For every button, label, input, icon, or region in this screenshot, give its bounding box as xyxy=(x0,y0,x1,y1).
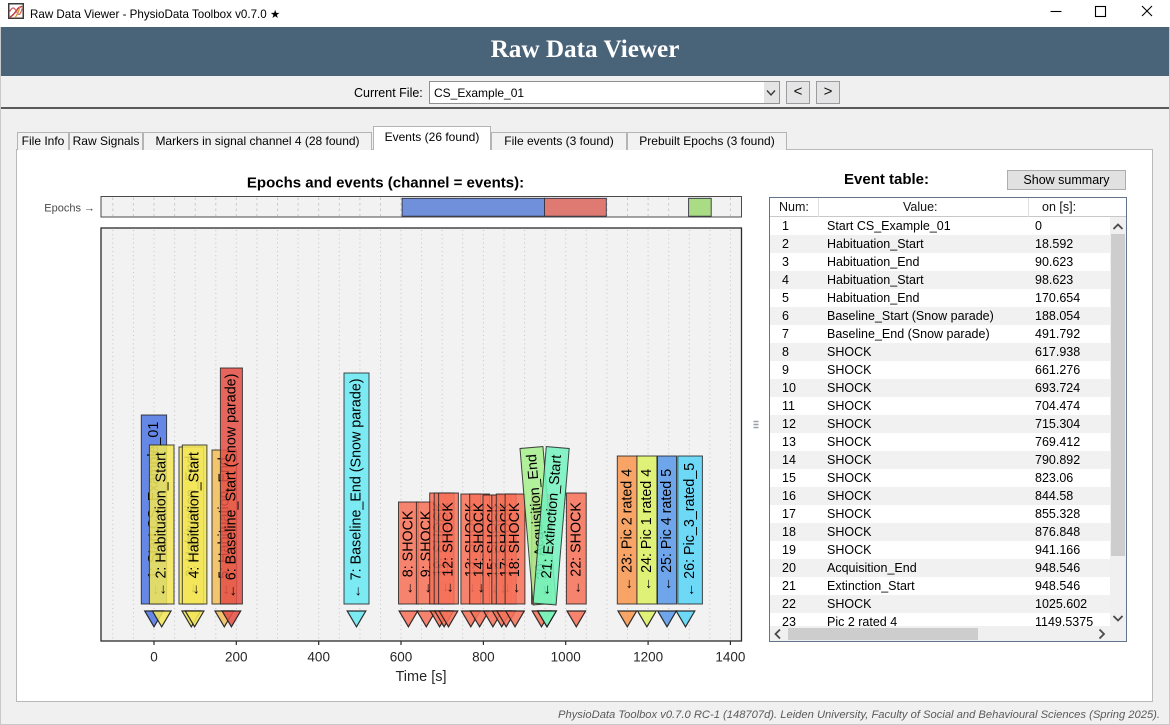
svg-text:600: 600 xyxy=(390,650,413,665)
svg-text:Epochs →: Epochs → xyxy=(44,203,95,215)
svg-text:← 2: Habituation_Start: ← 2: Habituation_Start xyxy=(154,452,170,597)
svg-text:1200: 1200 xyxy=(633,650,663,665)
svg-text:← 25: Pic 4 rated 5: ← 25: Pic 4 rated 5 xyxy=(659,469,675,591)
svg-text:← 18: SHOCK: ← 18: SHOCK xyxy=(507,502,523,595)
svg-text:← 22: SHOCK: ← 22: SHOCK xyxy=(568,502,584,595)
svg-text:← 4: Habituation_Start: ← 4: Habituation_Start xyxy=(187,452,203,597)
svg-text:← 24: Pic 1 rated 4: ← 24: Pic 1 rated 4 xyxy=(639,469,655,591)
svg-text:200: 200 xyxy=(225,650,248,665)
svg-text:← 26: Pic_3_rated_5: ← 26: Pic_3_rated_5 xyxy=(682,463,698,597)
svg-text:1400: 1400 xyxy=(715,650,745,665)
svg-text:← 8: SHOCK: ← 8: SHOCK xyxy=(400,510,416,595)
svg-text:0: 0 xyxy=(150,650,158,665)
svg-text:← 6: Baseline_Start (Snow para: ← 6: Baseline_Start (Snow parade) xyxy=(223,374,239,599)
svg-text:← 23: Pic 2 rated 4: ← 23: Pic 2 rated 4 xyxy=(619,469,635,591)
svg-text:1000: 1000 xyxy=(551,650,581,665)
svg-text:← 7: Baseline_End (Snow parade: ← 7: Baseline_End (Snow parade) xyxy=(349,378,365,598)
svg-text:Time [s]: Time [s] xyxy=(395,669,446,685)
svg-text:Epochs and events (channel = e: Epochs and events (channel = events): xyxy=(247,175,524,192)
svg-text:800: 800 xyxy=(472,650,495,665)
svg-text:400: 400 xyxy=(307,650,330,665)
svg-text:← 12: SHOCK: ← 12: SHOCK xyxy=(441,502,457,595)
